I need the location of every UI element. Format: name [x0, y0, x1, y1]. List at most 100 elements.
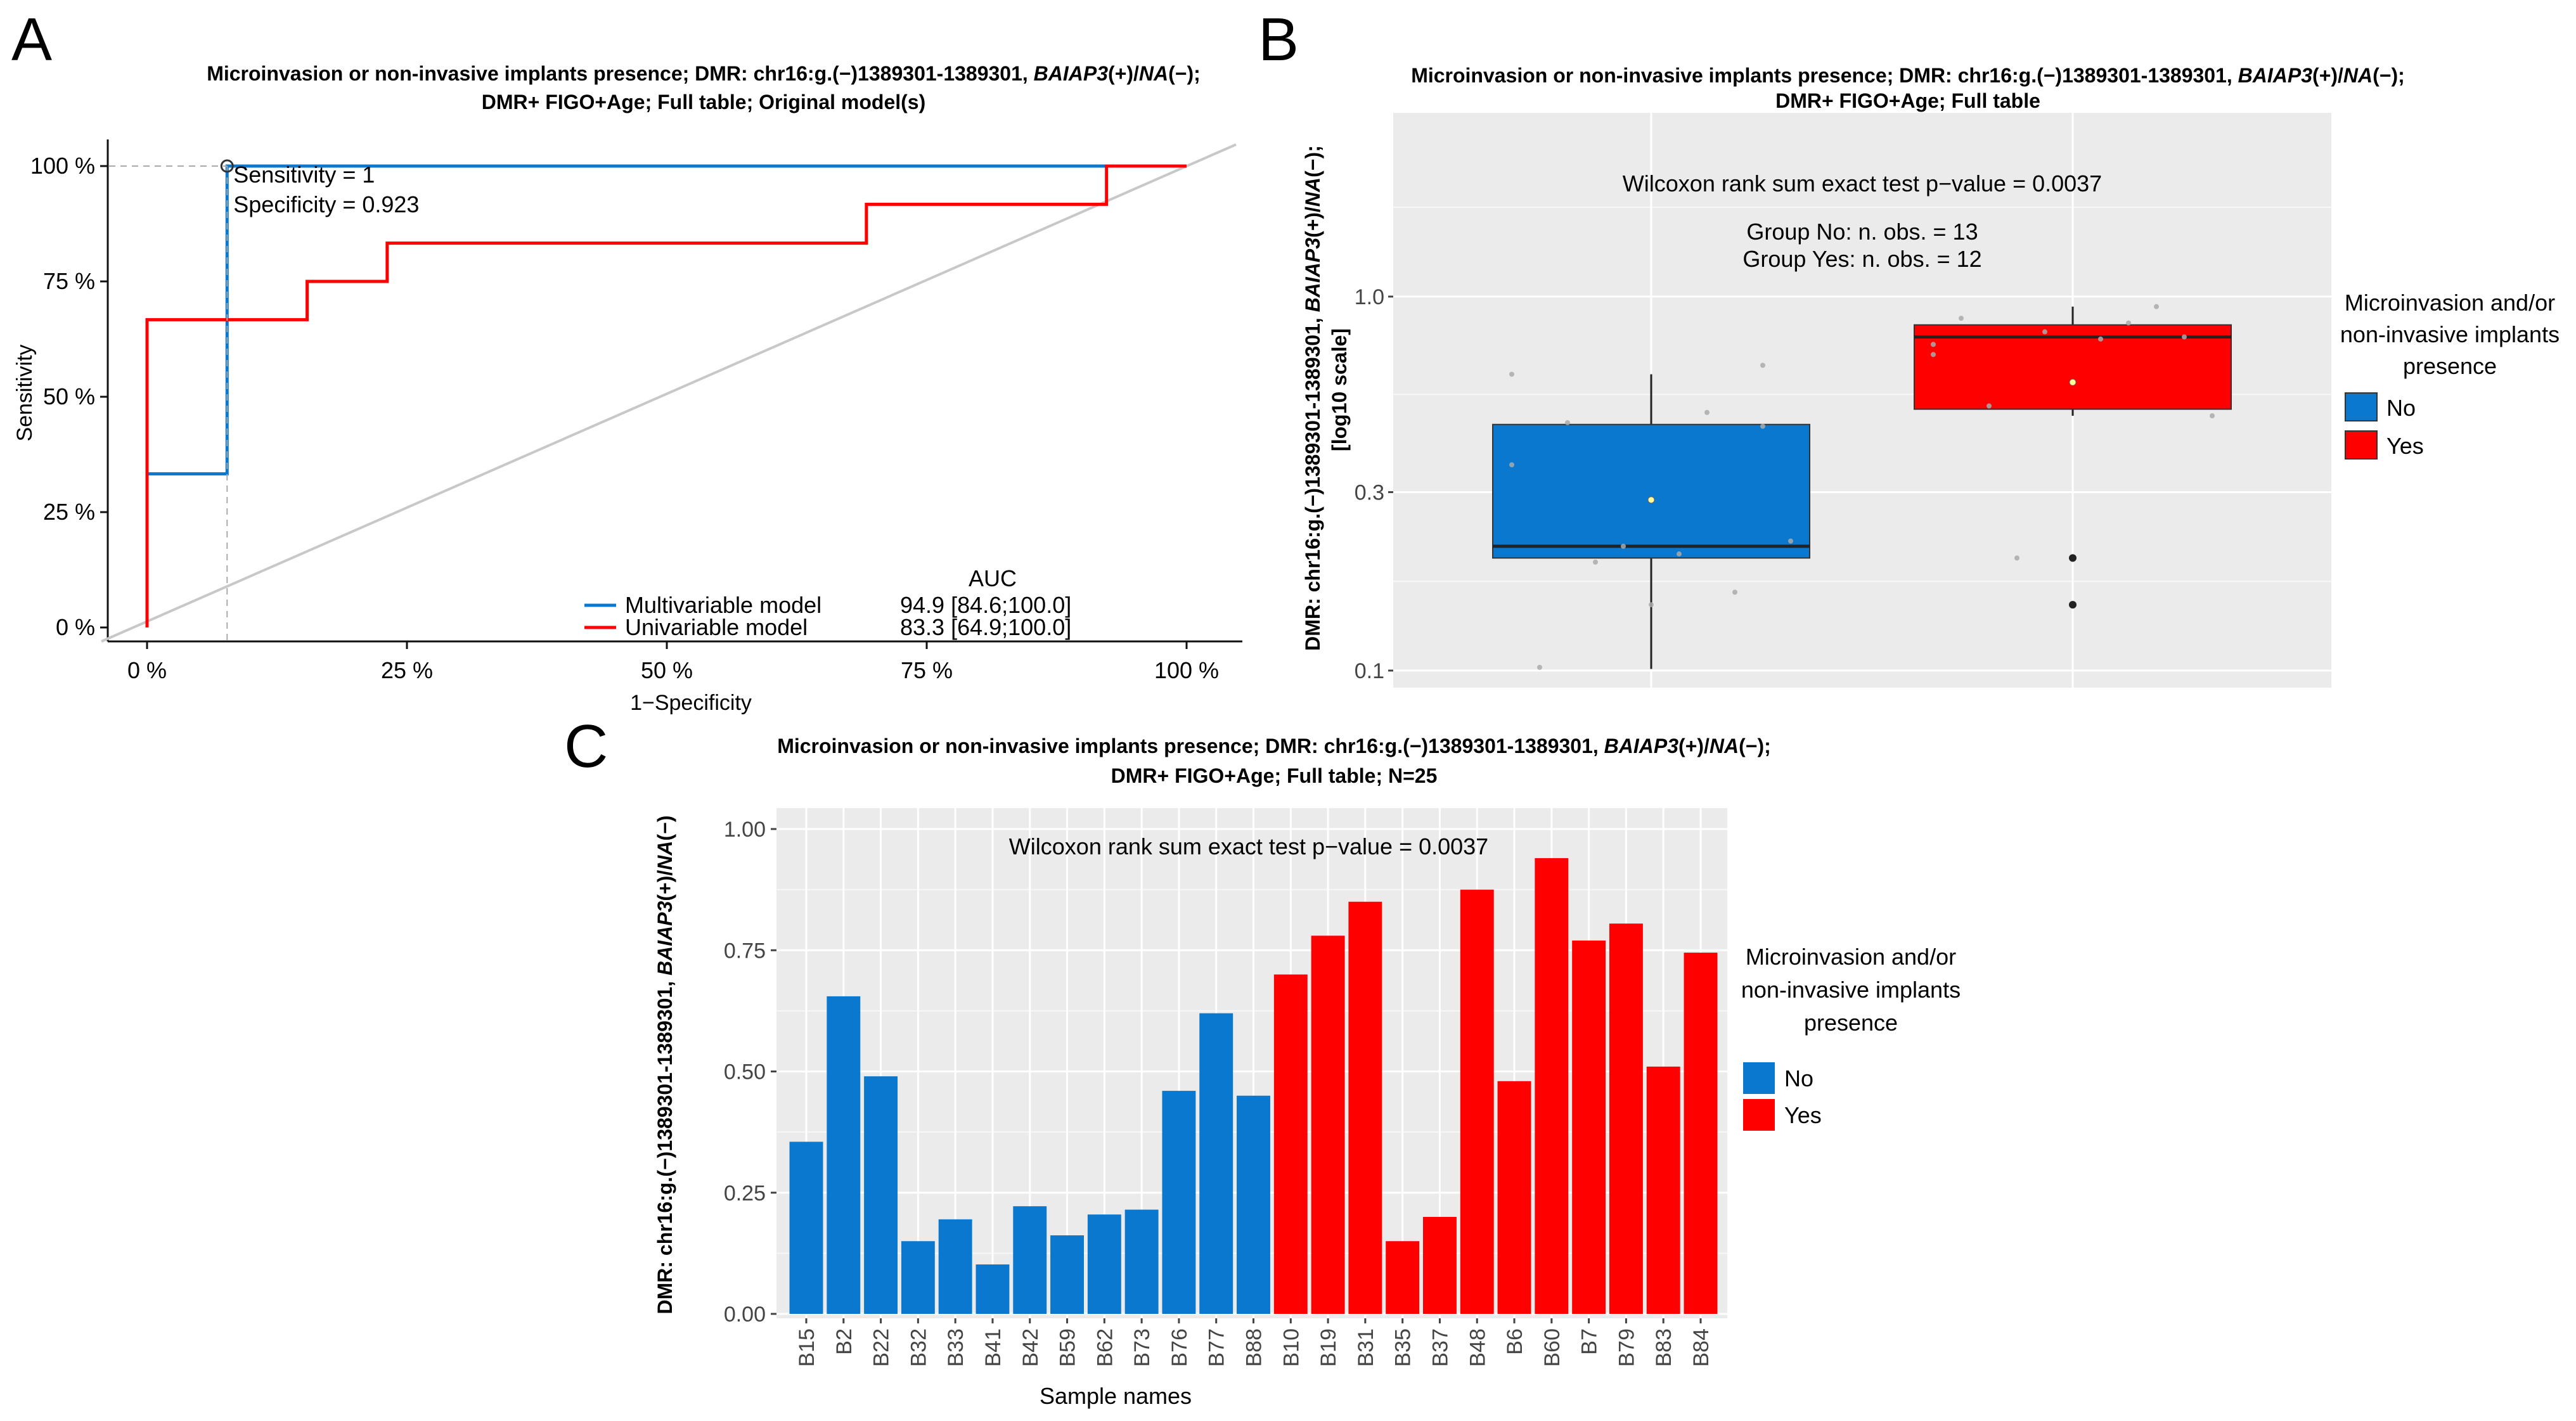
panel-c-legend: Microinvasion and/or non-invasive implan…: [1741, 944, 1961, 1131]
panel-b-yes-outlier: [2069, 601, 2077, 609]
panel-a-y-label: Sensitivity: [13, 344, 37, 441]
panel-b-legend-no-swatch: [2345, 392, 2378, 421]
panel-a-x-tick-label: 0 %: [127, 657, 167, 683]
panel-b-legend-title-2: non-invasive implants: [2340, 321, 2560, 347]
panel-b-yes-point: [2098, 336, 2103, 342]
panel-a-legend-multivariable-auc: 94.9 [84.6;100.0]: [900, 592, 1071, 618]
panel-c-x-tick-label: B76: [1168, 1328, 1192, 1367]
panel-c-bar-b7: [1572, 940, 1606, 1314]
panel-c-test-annotation: Wilcoxon rank sum exact test p−value = 0…: [1009, 833, 1488, 859]
panel-b-test-annotation: Wilcoxon rank sum exact test p−value = 0…: [1623, 170, 2102, 196]
panel-b-yes-point: [2014, 555, 2019, 561]
panel-b-no-point: [1621, 543, 1626, 549]
panel-b-no-point: [1509, 462, 1514, 468]
panel-b-yes-point: [1931, 342, 1936, 347]
panel-a-annotations: Sensitivity = 1 Specificity = 0.923: [109, 159, 419, 641]
panel-b-yes-point: [1931, 352, 1936, 357]
panel-c-bar-b32: [901, 1241, 935, 1314]
panel-a-univariable-line: [145, 164, 1187, 627]
panel-c-x-tick-label: B2: [832, 1328, 856, 1355]
panel-b-group-no-annotation: Group No: n. obs. = 13: [1746, 219, 1978, 245]
panel-c: C Microinvasion or non-invasive implants…: [564, 712, 1961, 1409]
panel-c-x-tick-label: B79: [1614, 1328, 1639, 1367]
panel-b-group-yes-annotation: Group Yes: n. obs. = 12: [1742, 246, 1981, 272]
panel-c-bar-b10: [1273, 974, 1308, 1314]
panel-a-title-line1: Microinvasion or non-invasive implants p…: [207, 62, 1201, 85]
panel-c-bar-b6: [1497, 1081, 1531, 1314]
panel-a-x-label: 1−Specificity: [630, 691, 752, 715]
panel-a-legend-multivariable-name: Multivariable model: [625, 592, 821, 618]
panel-c-x-tick-label: B33: [944, 1328, 968, 1367]
panel-a-legend-header: AUC: [969, 565, 1017, 591]
panel-b-yes-box: [1914, 324, 2232, 410]
panel-c-x-tick-label: B15: [795, 1328, 819, 1367]
panel-c-legend-title-3: presence: [1804, 1010, 1898, 1036]
panel-a-y-tick-label: 100 %: [30, 153, 95, 179]
panel-c-bar-b62: [1087, 1214, 1121, 1314]
panel-c-legend-yes-label: Yes: [1784, 1102, 1822, 1128]
panel-c-x-tick-label: B19: [1317, 1328, 1341, 1367]
panel-b-yes-point: [2154, 304, 2159, 309]
panel-c-y-ticks: 0.00 0.25 0.50 0.75 1.00: [724, 818, 776, 1327]
panel-c-bar-b77: [1199, 1013, 1233, 1314]
panel-c-legend-no-swatch: [1743, 1062, 1775, 1094]
panel-c-x-tick-label: B62: [1093, 1328, 1117, 1367]
panel-b-no-box: [1492, 423, 1810, 559]
panel-a-sensitivity-annotation: Sensitivity = 1: [233, 162, 375, 188]
panel-b-no-point: [1509, 371, 1514, 377]
panel-b-no-mean: [1647, 496, 1655, 504]
panel-c-x-tick-label: B88: [1242, 1328, 1266, 1367]
panel-c-letter: C: [564, 712, 608, 780]
panel-b-legend-title-3: presence: [2403, 353, 2497, 379]
panel-c-y-label: DMR: chr16:g.(−)1389301-1389301, BAIAP3(…: [654, 816, 676, 1315]
panel-c-bar-b42: [1013, 1206, 1047, 1314]
panel-c-x-tick-label: B42: [1019, 1328, 1043, 1367]
panel-c-bar-b35: [1386, 1241, 1420, 1314]
panel-b-no-point: [1704, 409, 1710, 415]
panel-a-y-tick-label: 50 %: [43, 383, 95, 409]
panel-c-bar-b59: [1050, 1235, 1084, 1314]
panel-c-x-ticks: B15 B2 B22 B32 B33 B41 B42 B59 B62 B73 B76 B77 B88 B1…: [795, 1318, 1713, 1367]
panel-a-ticks: 0 % 25 % 50 % 75 % 100 % 0 % 25 % 50 % 75 % 100 %: [30, 153, 1219, 683]
panel-b-yes-point: [2126, 320, 2131, 326]
panel-c-legend-no-label: No: [1784, 1065, 1813, 1091]
panel-b-y-label-line2: [log10 scale]: [1328, 328, 1351, 451]
panel-c-x-tick-label: B48: [1465, 1328, 1490, 1367]
panel-b-legend: Microinvasion and/or non-invasive implan…: [2340, 290, 2560, 460]
panel-c-bar-b33: [938, 1219, 972, 1314]
panel-a-x-tick-label: 50 %: [641, 657, 693, 683]
panel-b-yes-outlier: [2069, 554, 2077, 562]
panel-c-bar-b83: [1646, 1066, 1680, 1314]
panel-a-y-tick-label: 0 %: [56, 614, 95, 640]
panel-c-x-tick-label: B32: [906, 1328, 931, 1367]
panel-a-x-tick-label: 25 %: [381, 657, 433, 683]
panel-a-diagonal: [101, 143, 1237, 643]
panel-b-title-line1: Microinvasion or non-invasive implants p…: [1411, 64, 2405, 87]
panel-a-legend-univariable-auc: 83.3 [64.9;100.0]: [900, 614, 1071, 640]
panel-c-x-tick-label: B84: [1689, 1328, 1713, 1367]
panel-c-bars: [789, 858, 1718, 1314]
panel-c-x-tick-label: B77: [1205, 1328, 1229, 1367]
panel-b-legend-title-1: Microinvasion and/or: [2345, 290, 2555, 316]
panel-c-x-label: Sample names: [1040, 1383, 1192, 1409]
panel-c-y-tick-label: 0.50: [724, 1060, 766, 1084]
panel-a-title-line2: DMR+ FIGO+Age; Full table; Original mode…: [482, 91, 926, 113]
panel-b-no-point: [1788, 538, 1793, 544]
panel-c-x-tick-label: B41: [981, 1328, 1005, 1367]
panel-a-legend: AUC Multivariable model 94.9 [84.6;100.0…: [584, 565, 1071, 640]
panel-a-specificity-annotation: Specificity = 0.923: [233, 191, 419, 217]
panel-c-bar-b37: [1423, 1217, 1457, 1314]
panel-c-x-tick-label: B22: [870, 1328, 894, 1367]
panel-c-bar-b84: [1684, 953, 1718, 1314]
panel-c-bar-b60: [1535, 858, 1569, 1314]
panel-c-y-tick-label: 0.75: [724, 939, 766, 963]
panel-c-x-tick-label: B60: [1540, 1328, 1564, 1367]
panel-c-bar-b19: [1311, 936, 1345, 1314]
panel-c-x-tick-label: B37: [1428, 1328, 1452, 1367]
panel-b-yes-point: [1987, 403, 1992, 409]
panel-b-no-point: [1732, 589, 1737, 595]
panel-c-x-tick-label: B35: [1391, 1328, 1415, 1367]
panel-b-no-point: [1565, 420, 1570, 425]
panel-c-x-tick-label: B7: [1578, 1328, 1602, 1355]
